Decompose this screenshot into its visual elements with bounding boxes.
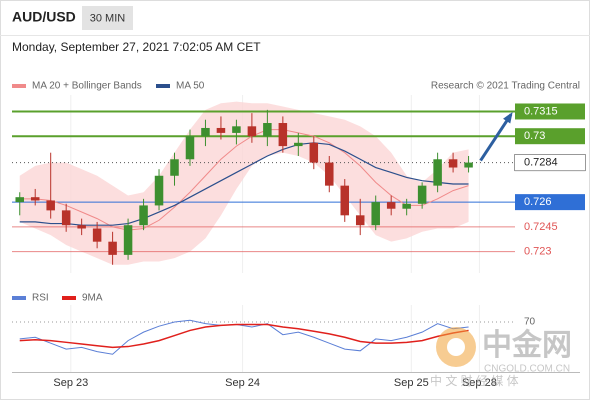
level-box — [515, 103, 585, 120]
candle-body — [417, 185, 427, 204]
legend-label: MA 50 — [176, 81, 205, 92]
watermark-logo-inner — [447, 338, 465, 356]
moving-average — [19, 129, 469, 231]
candle-body — [386, 202, 396, 209]
watermark-name: 中金网 — [482, 328, 572, 362]
level-box — [515, 194, 585, 211]
legend-swatch — [62, 296, 76, 300]
legend-swatch — [12, 296, 26, 300]
level-label: 0.7284 — [524, 156, 558, 168]
candle-body — [139, 205, 148, 226]
level-label: 0.7315 — [524, 105, 558, 117]
forecast-arrow — [479, 113, 513, 162]
timeframe: 30 MIN — [90, 12, 126, 24]
candle-body — [371, 202, 380, 226]
source: Research © 2021 Trading Central — [431, 81, 580, 92]
watermark-site: CNGOLD.COM.CN — [484, 364, 570, 375]
candle-body — [15, 197, 24, 203]
candle-body — [216, 127, 226, 133]
level-label: 0.7245 — [524, 221, 558, 233]
level-label: 0.723 — [524, 245, 552, 257]
rsi-tick-label: 70 — [524, 317, 536, 328]
candle-body — [325, 162, 334, 186]
candle-body — [92, 228, 102, 242]
candle-body — [309, 142, 319, 163]
candle-body — [433, 159, 442, 186]
rsi-line — [19, 319, 469, 355]
candle-body — [340, 185, 350, 216]
candle-body — [154, 175, 164, 206]
legend-label: MA 20 + Bollinger Bands — [32, 81, 142, 92]
watermark-tagline: 中 文 财 经 媒 体 — [430, 373, 519, 388]
candle-body — [448, 159, 458, 168]
candle-body — [123, 225, 133, 255]
legend-label: RSI — [32, 293, 49, 304]
level-box — [515, 128, 585, 145]
legend-swatch — [156, 84, 170, 88]
candle-body — [170, 159, 179, 176]
forecast-arrow-head — [503, 111, 513, 124]
candle-body — [108, 241, 117, 255]
legend-swatch — [12, 84, 26, 88]
bollinger-band — [19, 101, 469, 265]
candle-body — [464, 162, 473, 168]
timeframe-badge — [82, 6, 133, 30]
subtitle: Monday, September 27, 2021 7:02:05 AM CE… — [12, 40, 261, 54]
legend-label: 9MA — [82, 293, 103, 304]
candle-body — [278, 123, 288, 147]
candle-body — [185, 136, 195, 160]
x-tick-label: Sep 25 — [394, 377, 429, 389]
candle-body — [402, 203, 411, 209]
level-label: 0.726 — [524, 196, 552, 208]
candle-body — [263, 123, 272, 137]
x-tick-label: Sep 24 — [225, 377, 260, 389]
candle-body — [30, 197, 40, 201]
candle-body — [294, 142, 303, 147]
watermark: 中金网 CNGOLD.COM.CN 中 文 财 经 媒 体 — [430, 327, 572, 388]
x-tick-label: Sep 28 — [462, 377, 497, 389]
candle-body — [355, 215, 365, 226]
candle-body — [247, 126, 257, 137]
level-label: 0.73 — [524, 130, 545, 142]
level-box-fill — [515, 154, 585, 171]
candle-body — [201, 127, 210, 137]
rsi-line — [19, 323, 469, 349]
candle-body — [61, 210, 71, 226]
chart-title: AUD/USD — [12, 9, 76, 25]
moving-average — [19, 142, 469, 226]
candle-body — [46, 200, 55, 211]
candle-body — [232, 126, 241, 133]
candle-body — [77, 225, 86, 229]
x-tick-label: Sep 23 — [53, 377, 88, 389]
